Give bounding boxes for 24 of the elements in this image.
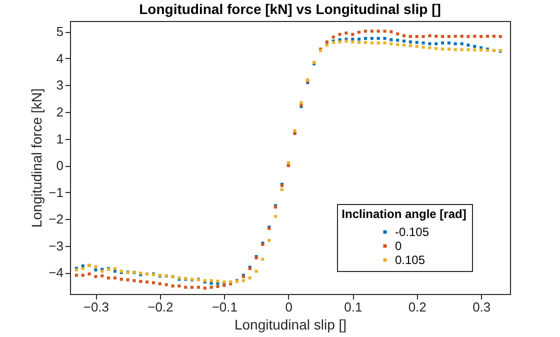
- x-tick-label: 0.2: [408, 300, 426, 314]
- y-axis-title: Longitudinal force [kN]: [28, 88, 45, 228]
- x-axis-title: Longitudinal slip []: [234, 316, 347, 332]
- x-tick-label: 0.3: [472, 300, 491, 314]
- legend-label: -0.105: [395, 225, 430, 239]
- y-tick-label: 3: [56, 78, 64, 93]
- y-tick-label: −3: [48, 238, 64, 254]
- y-tick-label: −2: [48, 212, 64, 227]
- y-tick-label: −1: [48, 184, 64, 200]
- x-tick-label: −0.2: [148, 300, 174, 314]
- x-tick-label: −0.1: [212, 300, 238, 314]
- y-tick-label: 2: [56, 104, 64, 120]
- x-tick-label: 0: [285, 300, 293, 314]
- y-tick-label: 5: [56, 24, 64, 40]
- y-tick-label: 4: [56, 50, 64, 66]
- chart-title: Longitudinal force [kN] vs Longitudinal slip []: [139, 1, 441, 17]
- y-tick-label: 1: [56, 131, 64, 146]
- legend-title: Inclination angle [rad]: [342, 207, 466, 221]
- y-tick-label: −4: [48, 265, 64, 280]
- x-tick-label: 0.1: [344, 300, 362, 314]
- y-tick-label: 0: [56, 158, 64, 174]
- legend-label: 0.105: [395, 253, 426, 267]
- legend-label: 0: [395, 239, 402, 253]
- x-tick-label: −0.3: [83, 300, 110, 314]
